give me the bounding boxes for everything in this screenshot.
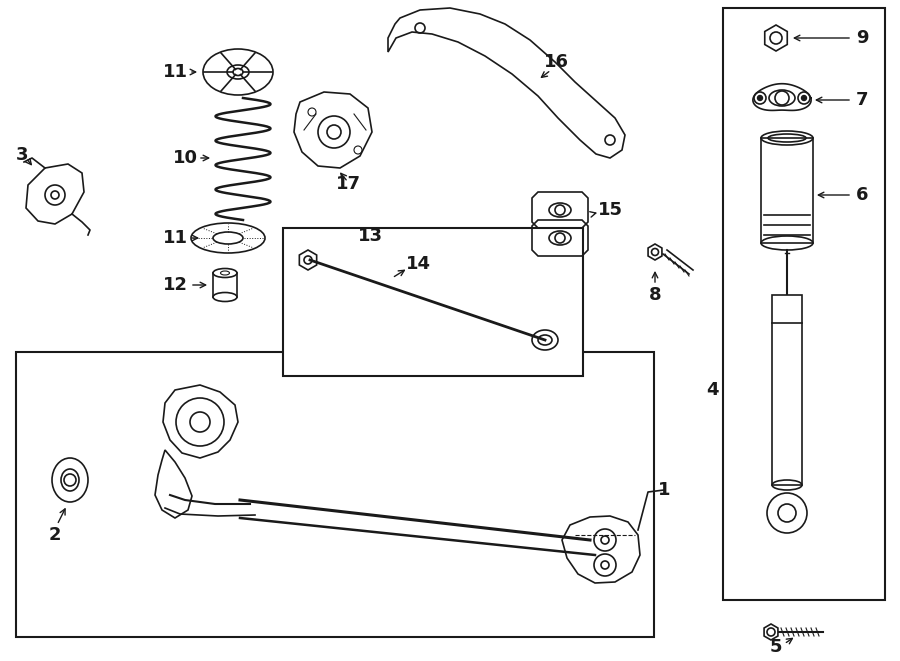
Text: 2: 2: [49, 526, 61, 544]
Bar: [283, 228, 583, 376]
Text: 9: 9: [856, 29, 868, 47]
Bar: [761, 138, 813, 243]
Text: 11: 11: [163, 63, 187, 81]
Bar: [16, 352, 654, 637]
Text: 5: 5: [770, 638, 782, 656]
Text: 13: 13: [357, 227, 382, 245]
Text: 7: 7: [856, 91, 868, 109]
Text: 16: 16: [544, 53, 569, 71]
Text: 11: 11: [163, 229, 187, 247]
Text: 17: 17: [336, 175, 361, 193]
Circle shape: [758, 95, 762, 100]
Text: 4: 4: [706, 381, 718, 399]
Text: 15: 15: [598, 201, 623, 219]
Bar: [723, 8, 885, 600]
Text: 6: 6: [856, 186, 868, 204]
Text: 1: 1: [658, 481, 670, 499]
Bar: [772, 295, 802, 485]
Text: 12: 12: [163, 276, 187, 294]
Text: 10: 10: [173, 149, 197, 167]
Text: 14: 14: [406, 255, 430, 273]
Text: 3: 3: [16, 146, 28, 164]
Circle shape: [802, 95, 806, 100]
Text: 8: 8: [649, 286, 662, 304]
